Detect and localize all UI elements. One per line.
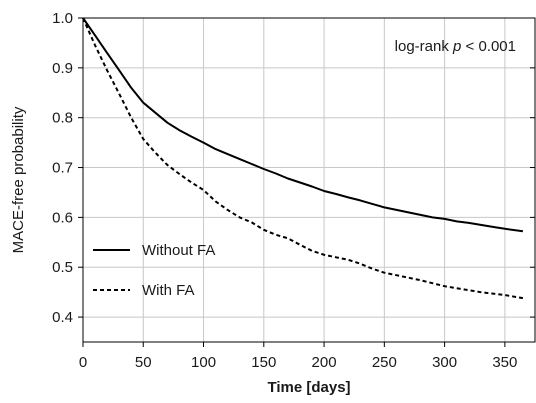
y-tick-label: 1.0 [52, 10, 73, 27]
y-tick-label: 0.4 [52, 309, 73, 326]
x-tick-label: 50 [135, 354, 152, 371]
series-line-with-fa [82, 17, 524, 300]
right-axis-ticks [530, 67, 535, 318]
logrank-annotation: log-rank p < 0.001 [395, 38, 516, 55]
grid-lines [83, 18, 535, 342]
x-tick-label: 0 [79, 354, 87, 371]
y-axis-title: MACE-free probability [10, 106, 27, 253]
y-tick-label: 0.6 [52, 209, 73, 226]
annotation-p-italic: p [452, 38, 461, 55]
x-tick-label: 150 [251, 354, 276, 371]
y-tick-label: 0.8 [52, 110, 73, 127]
annotation-suffix: < 0.001 [466, 38, 516, 55]
x-tick-label: 300 [432, 354, 457, 371]
legend: Without FA With FA [93, 242, 215, 299]
x-tick-label: 100 [191, 354, 216, 371]
series-lines [82, 17, 524, 300]
y-tick-label: 0.7 [52, 160, 73, 177]
series-line-without-fa [82, 17, 524, 233]
legend-label-with-fa: With FA [142, 282, 195, 299]
y-tick-label: 0.5 [52, 259, 73, 276]
x-axis-title: Time [days] [267, 379, 350, 396]
x-axis-ticks: 0 50 100 150 200 250 300 350 [79, 342, 517, 371]
x-tick-label: 350 [492, 354, 517, 371]
x-tick-label: 250 [372, 354, 397, 371]
annotation-prefix: log-rank [395, 38, 453, 55]
x-tick-label: 200 [312, 354, 337, 371]
plot-frame [82, 17, 536, 343]
legend-label-without-fa: Without FA [142, 242, 215, 259]
y-axis-ticks: 0.4 0.5 0.6 0.7 0.8 0.9 1.0 [52, 10, 83, 326]
y-tick-label: 0.9 [52, 60, 73, 77]
